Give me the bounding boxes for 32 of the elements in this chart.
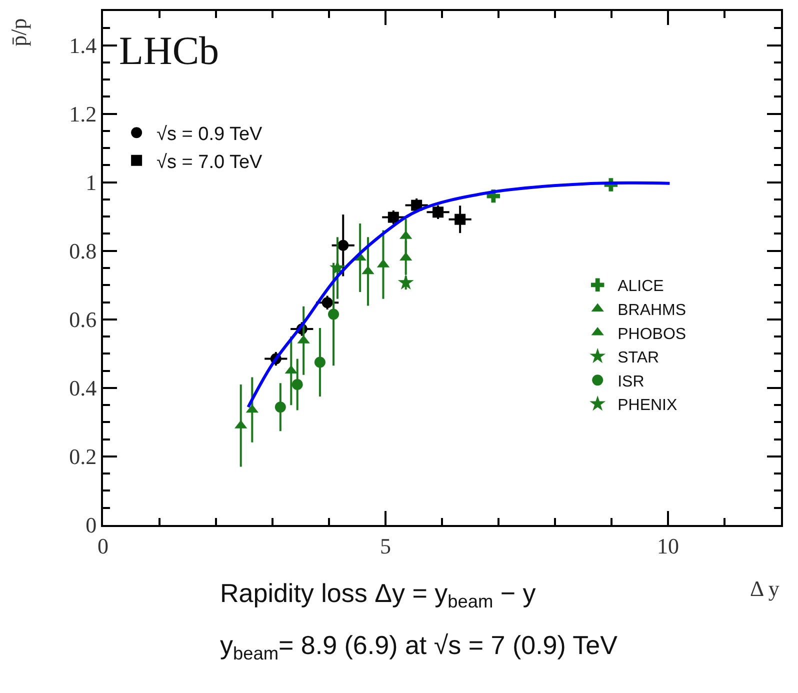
legend-label: STAR [618, 350, 660, 367]
annotation: LHCb [119, 28, 219, 73]
y-axis-title: p̄/p [6, 18, 32, 46]
legend-label: √s = 7.0 TeV [156, 152, 263, 173]
y-tick-label: 0 [86, 512, 97, 538]
y-tick-label: 0.2 [69, 444, 97, 470]
point [274, 402, 286, 413]
y-tick-label: 1.4 [69, 32, 97, 58]
x-axis-title: Δ y [750, 576, 780, 601]
y-tick-label: 1 [86, 170, 97, 196]
legend-label: ALICE [618, 278, 664, 296]
legend-label: PHENIX [618, 397, 678, 414]
x-tick-label: 10 [657, 533, 679, 558]
point [322, 297, 333, 308]
legend-label: PHOBOS [618, 326, 686, 343]
point [314, 356, 326, 368]
y-tick-label: 1.2 [69, 102, 97, 126]
legend-label: √s = 0.9 TeV [156, 124, 263, 146]
text: Rapidity loss Δy = y$_{beam}$ − y [220, 578, 536, 612]
point [454, 214, 466, 225]
text: y$_{beam}$= 8.9 (6.9) at √s = 7 (0.9) TeV [220, 630, 618, 664]
point [432, 206, 444, 218]
y-tick-label: 0.8 [69, 238, 97, 264]
point [388, 212, 399, 223]
legend-label: BRAHMS [618, 302, 686, 319]
x-tick-label: 5 [380, 533, 391, 558]
point [338, 240, 349, 251]
point [292, 379, 303, 390]
point [328, 308, 340, 320]
y-tick-label: 0.6 [69, 307, 97, 332]
legend-label: ISR [618, 373, 644, 390]
y-tick-label: 0.4 [69, 376, 97, 401]
